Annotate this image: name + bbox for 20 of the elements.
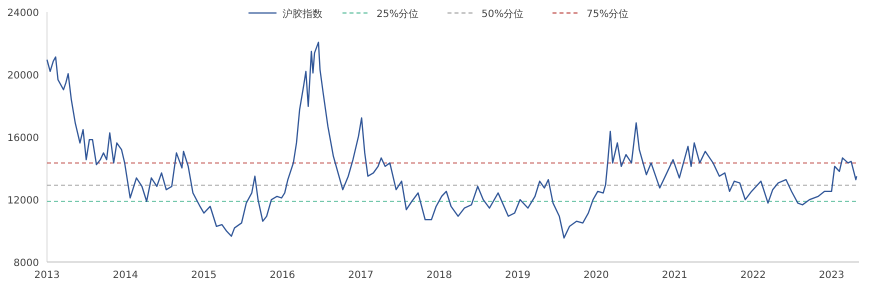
x-tick-label: 2018 [426,270,452,281]
y-tick-label: 20000 [7,70,39,82]
y-tick-label: 16000 [7,133,39,144]
x-tick-label: 2014 [112,270,138,281]
x-tick-label: 2020 [583,270,609,281]
x-tick-label: 2022 [740,270,766,281]
x-tick-label: 2016 [270,270,296,281]
x-tick-label: 2017 [348,270,374,281]
legend-label: 75%分位 [586,8,629,20]
legend-label: 沪胶指数 [282,8,322,20]
x-tick-label: 2019 [505,270,530,281]
x-tick-label: 2013 [34,270,60,281]
x-tick-label: 2023 [818,270,844,281]
legend-label: 50%分位 [482,8,524,20]
x-tick-label: 2015 [191,270,217,281]
y-tick-label: 12000 [7,196,39,206]
x-tick-label: 2021 [662,270,688,281]
y-tick-label: 8000 [14,258,39,269]
legend-label: 25%分位 [376,8,419,20]
y-tick-label: 24000 [7,8,39,19]
